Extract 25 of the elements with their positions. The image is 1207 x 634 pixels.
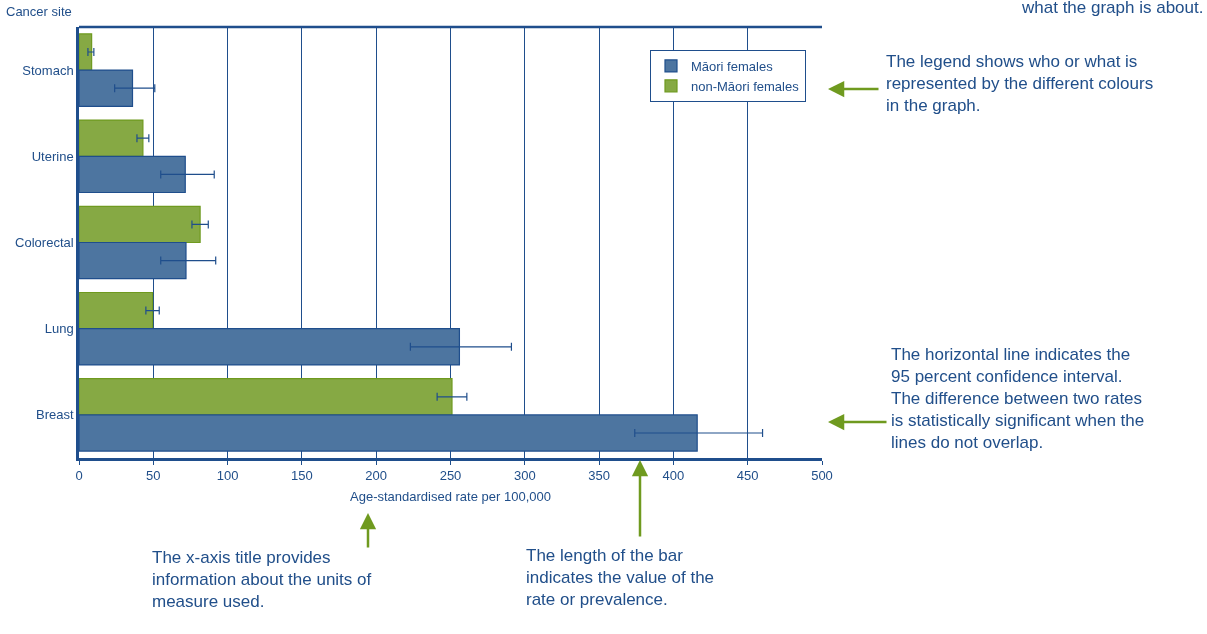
text: The x-axis title provides information about the units of measure used. bbox=[152, 548, 372, 612]
x-tick-label: 0 bbox=[75, 468, 83, 484]
x-tick-label: 200 bbox=[365, 468, 388, 484]
x-tick-label: 250 bbox=[439, 468, 462, 484]
legend-label: non-Māori females bbox=[691, 78, 800, 94]
x-tick-label: 500 bbox=[811, 468, 833, 484]
text: The length of the bar indicates the value of the rate or prevalence. bbox=[526, 546, 715, 610]
x-tick-label: 350 bbox=[588, 468, 610, 484]
y-tick-label: Uterine bbox=[31, 148, 74, 164]
y-tick-label: Colorectal bbox=[15, 235, 74, 251]
x-tick-label: 150 bbox=[291, 468, 313, 484]
legend-label: Māori females bbox=[691, 59, 774, 75]
y-tick-label: Breast bbox=[36, 407, 75, 423]
x-tick-label: 100 bbox=[216, 468, 239, 484]
x-tick-label: 50 bbox=[146, 468, 161, 484]
y-tick-label: Stomach bbox=[22, 62, 74, 78]
x-axis-title: Age-standardised rate per 100,000 bbox=[350, 488, 551, 504]
x-tick-label: 400 bbox=[662, 468, 685, 484]
x-tick-label: 450 bbox=[736, 468, 759, 484]
y-axis-title: Cancer site bbox=[6, 4, 72, 19]
text: The legend shows who or what is represented by the different colours in the graph. bbox=[886, 52, 1154, 116]
x-tick-label: 300 bbox=[513, 468, 536, 484]
y-tick-label: Lung bbox=[44, 321, 74, 337]
text: The horizontal line indicates the 95 percent confidence interval. The difference between two rates is statistically significant when the lines do not overlap. bbox=[891, 345, 1145, 453]
text: what the graph is about. bbox=[1021, 0, 1204, 17]
